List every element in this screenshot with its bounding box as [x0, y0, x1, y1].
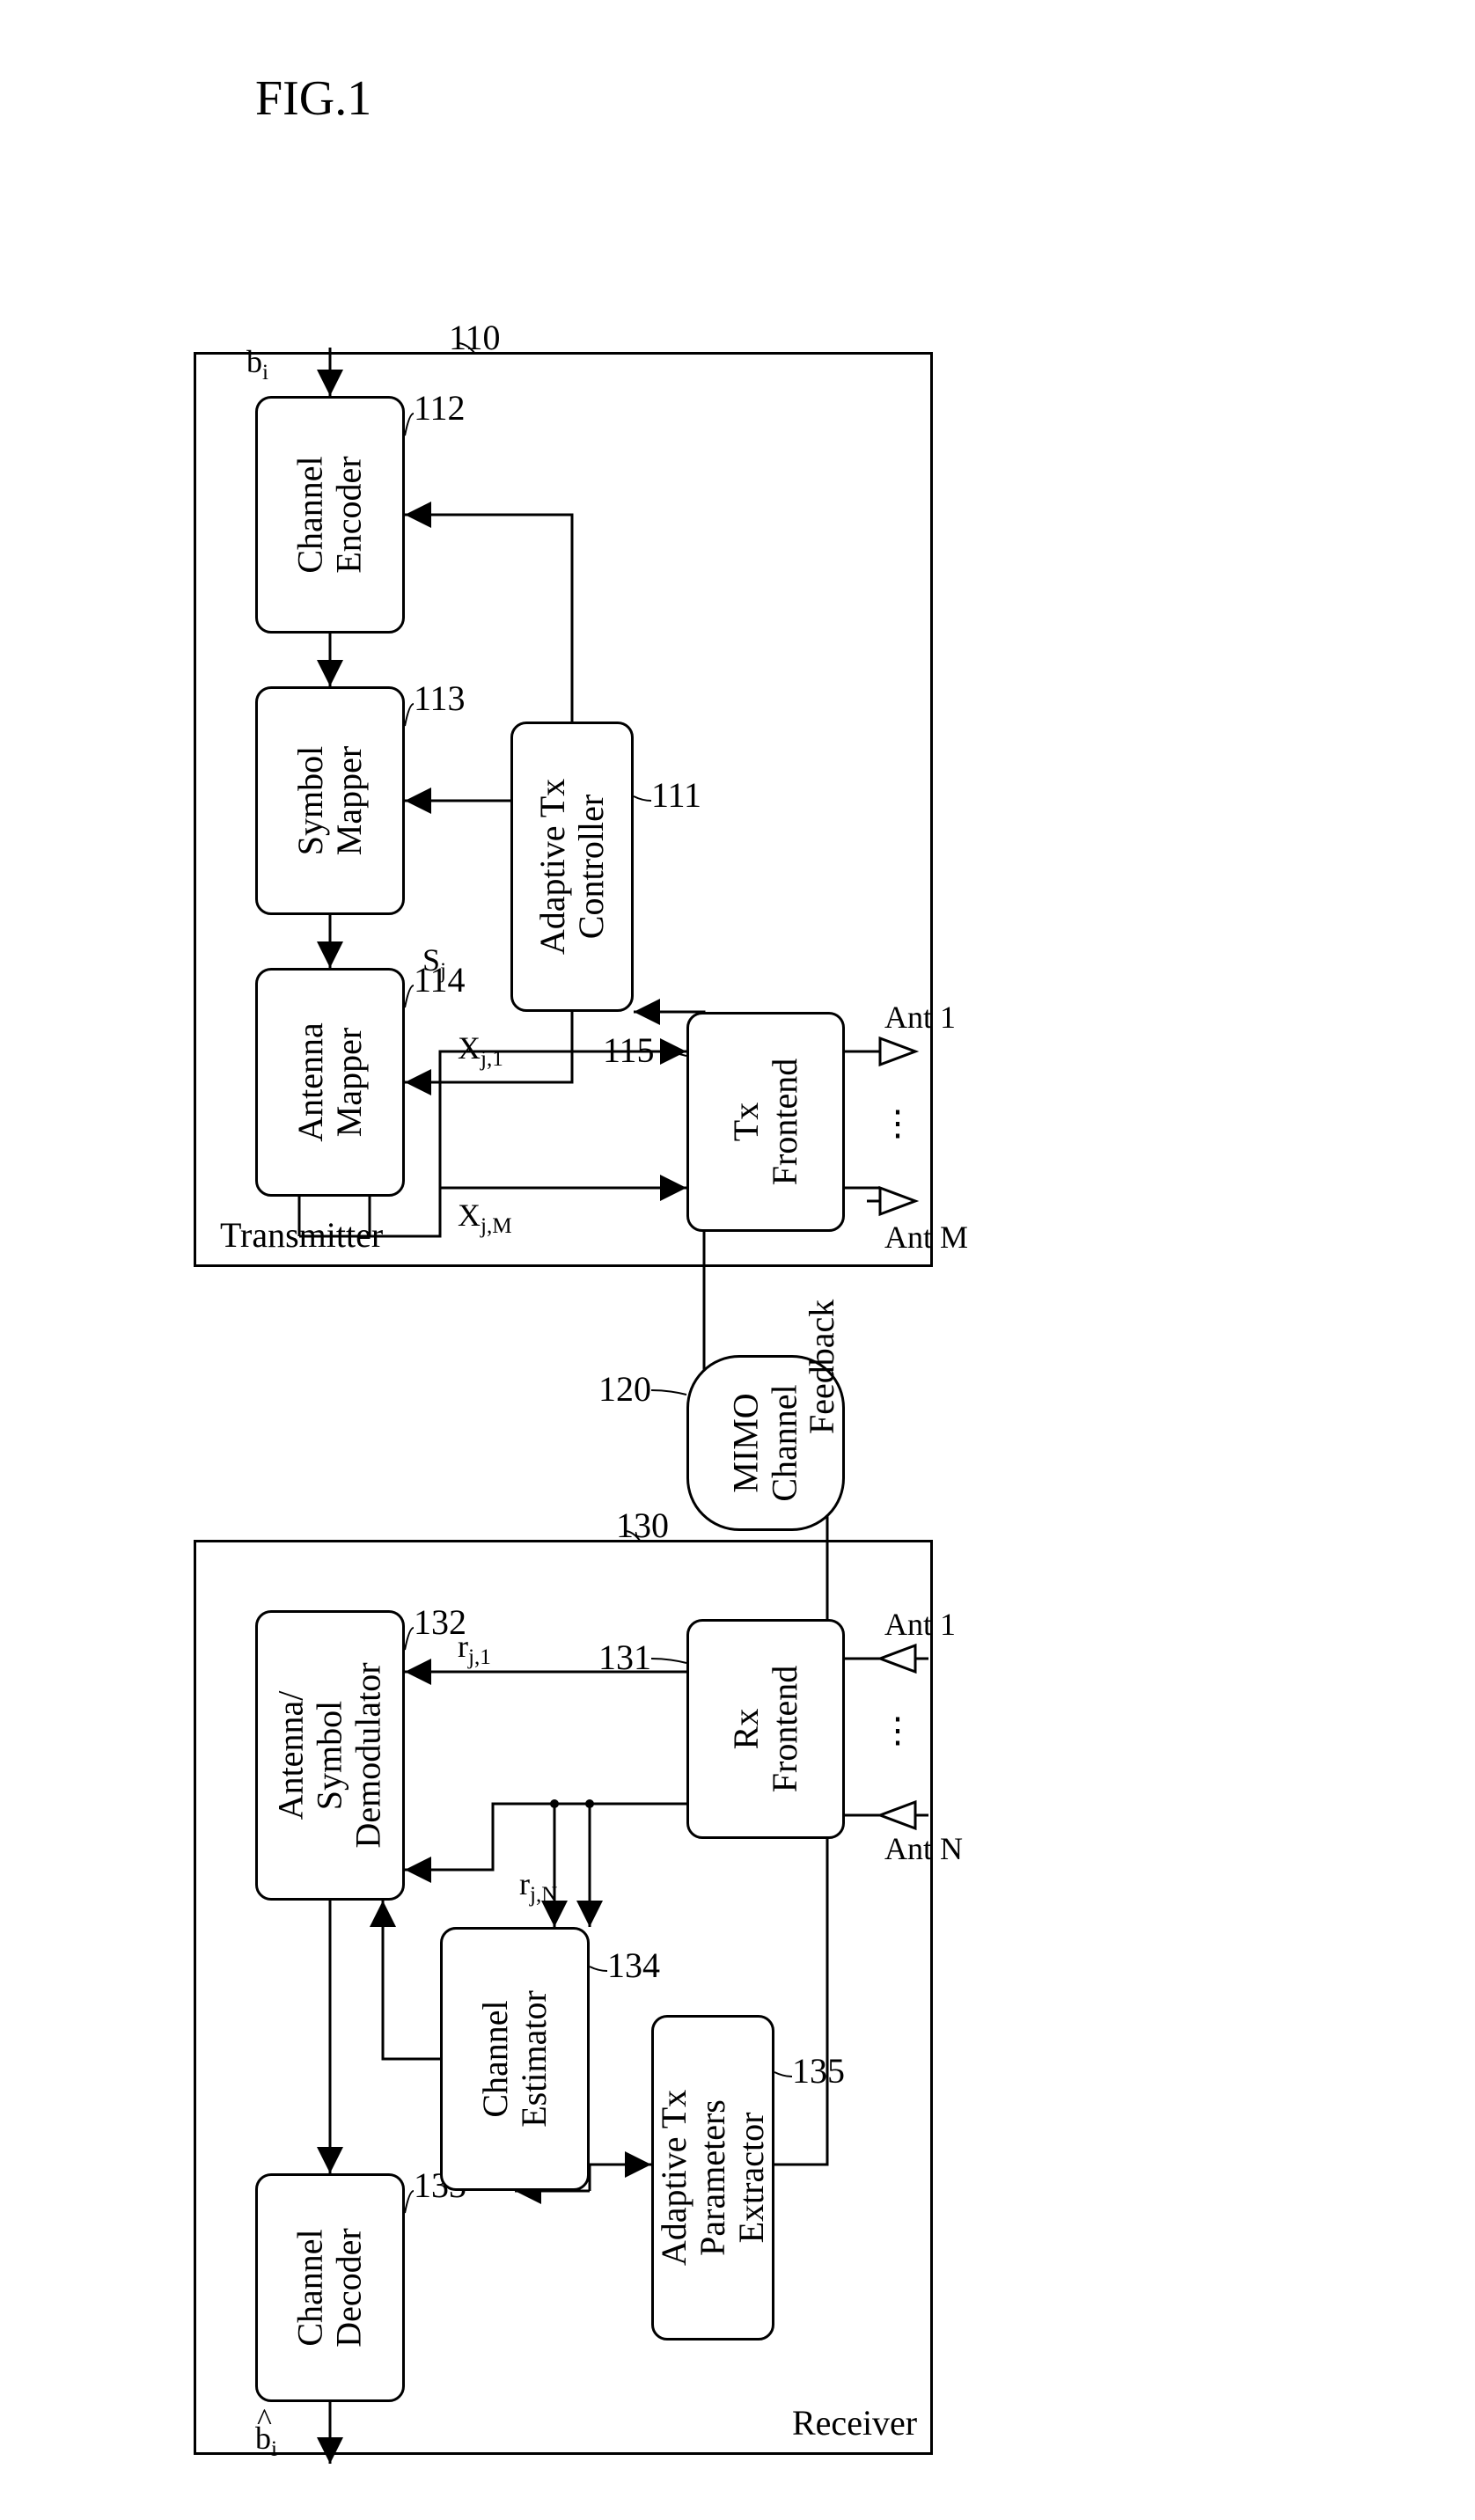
receiver-ref: 130 — [616, 1505, 669, 1546]
antenna-label: Ant N — [884, 1830, 963, 1867]
transmitter-ref: 110 — [449, 317, 501, 358]
ref-135: 135 — [792, 2050, 845, 2091]
antenna-label: Ant 1 — [884, 1606, 956, 1643]
signal-label: bi — [246, 343, 268, 385]
ref-120: 120 — [598, 1368, 651, 1410]
antenna-label: Ant 1 — [884, 999, 956, 1036]
block-demodulator: Antenna/ Symbol Demodulator — [255, 1610, 405, 1901]
block-symbol-mapper: Symbol Mapper — [255, 686, 405, 915]
antenna-label: Ant M — [884, 1219, 968, 1256]
ref-112: 112 — [414, 387, 466, 429]
receiver-label: Receiver — [792, 2402, 917, 2443]
signal-label: b^i — [255, 2420, 277, 2462]
ref-115: 115 — [603, 1029, 655, 1071]
block-adaptive-tx-ctrl: Adaptive Tx Controller — [510, 722, 634, 1012]
signal-label: rj,N — [519, 1865, 557, 1908]
block-rx-frontend: Rx Frontend — [686, 1619, 845, 1839]
block-tx-frontend: Tx Frontend — [686, 1012, 845, 1232]
ref-111: 111 — [651, 774, 701, 816]
signal-label: Xj,1 — [458, 1029, 503, 1072]
signal-label: Sj — [422, 941, 446, 984]
ref-134: 134 — [607, 1945, 660, 1986]
feedback-label: Feedback — [801, 1300, 842, 1434]
transmitter-label: Transmitter — [220, 1214, 383, 1256]
block-adaptive-tx-ext: Adaptive Tx Parameters Extractor — [651, 2015, 774, 2341]
signal-label: Xj,M — [458, 1197, 512, 1239]
block-channel-estimator: Channel Estimator — [440, 1927, 590, 2191]
block-channel-decoder: Channel Decoder — [255, 2173, 405, 2402]
block-channel-encoder: Channel Encoder — [255, 396, 405, 634]
signal-label: rj,1 — [458, 1628, 491, 1670]
ref-131: 131 — [598, 1637, 651, 1678]
block-antenna-mapper: Antenna Mapper — [255, 968, 405, 1197]
ref-113: 113 — [414, 678, 466, 719]
